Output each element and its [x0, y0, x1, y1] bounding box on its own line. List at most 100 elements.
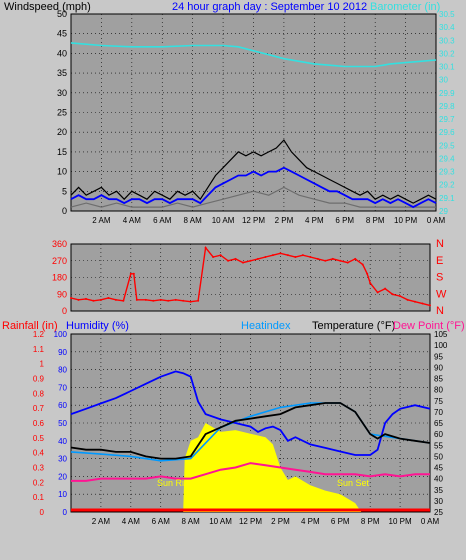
temp-tick: 50: [434, 452, 443, 461]
temp-tick: 90: [434, 363, 443, 372]
direction-point: [429, 304, 431, 307]
baro-tick: 29.3: [439, 168, 455, 177]
direction-point: [369, 282, 372, 285]
wind-tick-5: 5: [62, 186, 67, 196]
direction-point: [361, 263, 364, 266]
wind-tick-15: 15: [57, 147, 67, 157]
rainfall-axis-label: Rainfall (in): [2, 320, 58, 332]
direction-point: [77, 298, 80, 301]
direction-point: [256, 257, 259, 260]
direction-point: [144, 298, 147, 301]
compass-W: W: [436, 288, 447, 300]
direction-point: [414, 300, 417, 303]
direction-point: [182, 299, 185, 302]
hum-tick: 50: [58, 419, 67, 428]
direction-point: [122, 299, 125, 302]
direction-point: [114, 298, 117, 301]
barometer-y-ticks: 29 29.1 29.2 29.3 29.4 29.5 29.6 29.7 29.8 29.9 30…: [439, 10, 455, 216]
temp-tick: 75: [434, 397, 443, 406]
baro-tick: 29.9: [439, 89, 455, 98]
baro-tick: 30.1: [439, 63, 455, 72]
wind-y-ticks: 0 5 10 15 20 25 30 35 40 45 50: [57, 9, 67, 216]
direction-y-ticks: 0 90 180 270 360: [52, 239, 67, 316]
x-tick: 6 AM: [153, 216, 172, 225]
direction-point: [301, 254, 304, 257]
direction-point: [331, 257, 334, 260]
direction-point: [135, 298, 138, 301]
direction-point: [174, 298, 177, 301]
baro-tick: 30.3: [439, 36, 455, 45]
dir-tick-90: 90: [57, 289, 67, 299]
dewpoint-axis-label: Dew Point (°F): [393, 320, 465, 332]
hum-tick: 60: [58, 401, 67, 410]
direction-point: [84, 297, 87, 300]
direction-point: [197, 299, 200, 302]
wind-tick-0: 0: [62, 206, 67, 216]
temp-tick: 55: [434, 441, 443, 450]
direction-point: [227, 259, 230, 262]
direction-point: [286, 254, 289, 257]
x-tick: 8 PM: [366, 216, 385, 225]
barometer-axis-label: Barometer (in): [370, 1, 440, 13]
compass-N: N: [436, 238, 444, 250]
wind-tick-40: 40: [57, 48, 67, 58]
direction-point: [219, 254, 222, 257]
x-tick: 4 PM: [301, 517, 320, 526]
direction-point: [264, 256, 267, 259]
x-tick: 10 AM: [212, 216, 235, 225]
temp-tick: 40: [434, 475, 443, 484]
x-tick: 4 AM: [123, 216, 142, 225]
baro-tick: 29.1: [439, 194, 455, 203]
rain-tick: 1.2: [33, 330, 45, 339]
baro-tick: 30.5: [439, 10, 455, 19]
direction-point: [271, 254, 274, 257]
x-tick: 8 AM: [184, 216, 203, 225]
temp-tick: 70: [434, 408, 443, 417]
baro-tick: 29.4: [439, 154, 455, 163]
baro-tick: 29.7: [439, 115, 455, 124]
dir-tick-0: 0: [62, 306, 67, 316]
wind-tick-35: 35: [57, 68, 67, 78]
compass-N: N: [436, 305, 444, 317]
direction-point: [167, 299, 170, 302]
direction-point: [339, 259, 342, 262]
temp-tick: 100: [434, 341, 448, 350]
temp-tick: 95: [434, 352, 443, 361]
temp-tick: 45: [434, 464, 443, 473]
direction-point: [249, 259, 252, 262]
compass-S: S: [436, 272, 443, 284]
x-tick: 6 PM: [331, 517, 350, 526]
barometer-series-line: [70, 42, 437, 68]
x-tick: 6 AM: [152, 517, 171, 526]
direction-point: [107, 296, 110, 299]
hum-tick: 70: [58, 383, 67, 392]
dir-tick-270: 270: [52, 256, 67, 266]
humidity-axis-label: Humidity (%): [66, 320, 129, 332]
direction-point: [189, 300, 192, 303]
hum-tick: 30: [58, 455, 67, 464]
baro-tick: 29.2: [439, 181, 455, 190]
heatindex-axis-label: Heatindex: [241, 320, 291, 332]
wind-tick-10: 10: [57, 167, 67, 177]
temp-x-ticks: 2 AM 4 AM 6 AM 8 AM 10 AM 12 PM 2 PM 4 PM 6 PM 8 …: [92, 517, 440, 526]
baro-tick: 29.5: [439, 141, 455, 150]
rain-tick: 1.1: [33, 345, 45, 354]
avg-series-line: [70, 166, 437, 209]
temp-tick: 60: [434, 430, 443, 439]
dir-tick-360: 360: [52, 239, 67, 249]
direction-point: [152, 299, 155, 302]
temperature-axis-label: Temperature (°F): [312, 320, 395, 332]
temp-tick: 35: [434, 486, 443, 495]
temp-series: [70, 370, 431, 512]
x-tick: 2 AM: [92, 517, 111, 526]
rain-tick: 0.1: [33, 493, 45, 502]
baro-tick: 29.6: [439, 128, 455, 137]
wind-tick-50: 50: [57, 9, 67, 19]
direction-point: [316, 257, 319, 260]
x-tick: 12 PM: [242, 216, 265, 225]
hum-tick: 80: [58, 366, 67, 375]
baro-tick: 30.2: [439, 49, 455, 58]
temp-tick: 85: [434, 375, 443, 384]
hum-tick: 40: [58, 437, 67, 446]
